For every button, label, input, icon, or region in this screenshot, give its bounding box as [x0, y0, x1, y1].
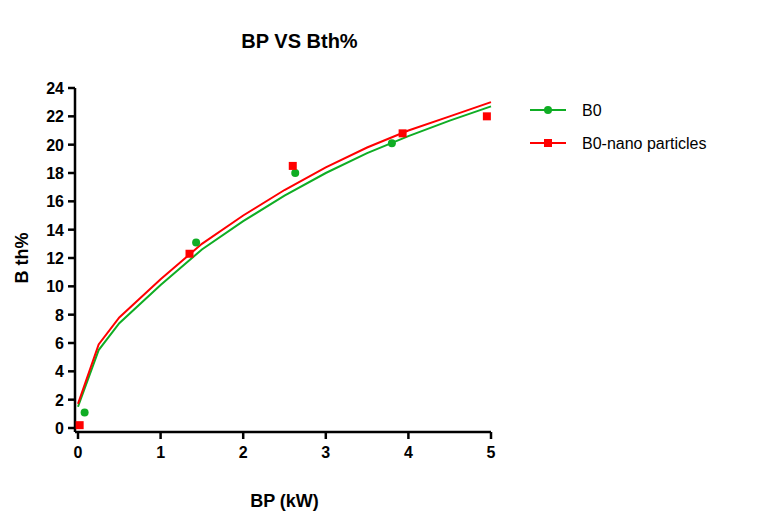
point [81, 408, 89, 416]
y-tick [68, 398, 75, 401]
x-axis [75, 431, 491, 434]
y-tick-label: 8 [55, 307, 64, 324]
x-tick-label: 1 [156, 444, 165, 461]
fit-curve [78, 106, 491, 406]
y-tick [68, 257, 75, 260]
point [291, 169, 299, 177]
x-tick-label: 2 [239, 444, 248, 461]
y-tick-label: 4 [55, 363, 64, 380]
y-axis-title: B th% [12, 233, 32, 284]
chart: BP VS Bth%012345024681012141618202224BP … [0, 0, 778, 522]
y-tick [68, 370, 75, 373]
x-tick-label: 0 [74, 444, 83, 461]
y-tick-label: 6 [55, 335, 64, 352]
point [388, 139, 396, 147]
y-tick-label: 18 [46, 165, 64, 182]
point [76, 421, 84, 429]
point [483, 112, 491, 120]
legend-label: B0 [582, 102, 602, 119]
point [186, 250, 194, 258]
y-tick-label: 10 [46, 278, 64, 295]
x-tick [490, 432, 493, 439]
legend-marker [544, 106, 552, 114]
x-tick [77, 432, 80, 439]
x-tick [325, 432, 328, 439]
fit-curve [78, 102, 491, 404]
y-axis [74, 88, 77, 432]
legend-label: B0-nano particles [582, 135, 707, 152]
y-tick [68, 285, 75, 288]
x-axis-title: BP (kW) [250, 491, 319, 511]
y-tick-label: 16 [46, 193, 64, 210]
y-tick [68, 87, 75, 90]
y-tick-label: 12 [46, 250, 64, 267]
legend-marker [544, 139, 552, 147]
x-tick [159, 432, 162, 439]
y-tick-label: 2 [55, 392, 64, 409]
legend: B0 B0-nano particles [530, 102, 707, 152]
title: BP VS Bth% [241, 30, 358, 52]
y-tick [68, 172, 75, 175]
y-tick-label: 20 [46, 137, 64, 154]
plot-area [76, 102, 491, 429]
y-tick-label: 22 [46, 108, 64, 125]
y-tick-label: 14 [46, 222, 64, 239]
x-tick [407, 432, 410, 439]
y-tick [68, 143, 75, 146]
point [192, 238, 200, 246]
y-tick-label: 24 [46, 80, 64, 97]
x-tick-label: 4 [404, 444, 413, 461]
x-tick [242, 432, 245, 439]
x-tick-label: 5 [487, 444, 496, 461]
point [289, 162, 297, 170]
y-tick [68, 115, 75, 118]
y-tick [68, 200, 75, 203]
y-tick [68, 313, 75, 316]
x-tick-label: 3 [321, 444, 330, 461]
y-tick [68, 427, 75, 430]
y-tick [68, 342, 75, 345]
y-tick-label: 0 [55, 420, 64, 437]
y-tick [68, 228, 75, 231]
point [399, 129, 407, 137]
